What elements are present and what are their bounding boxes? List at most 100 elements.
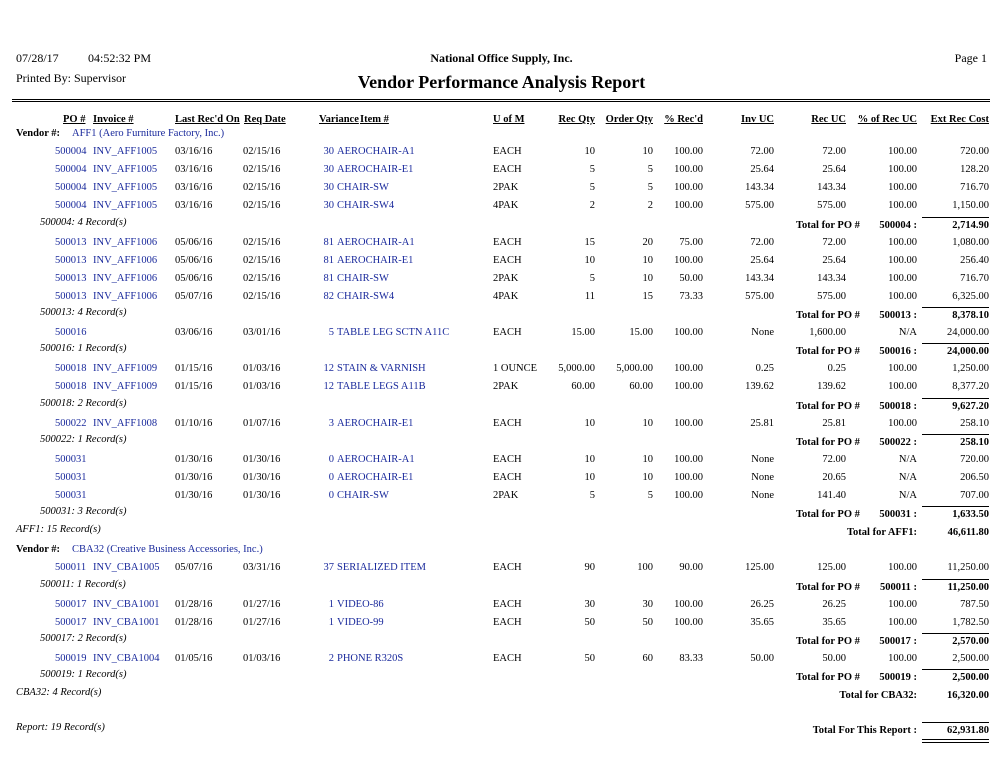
cell: 100.00 bbox=[674, 598, 703, 610]
cell: 100.00 bbox=[888, 272, 917, 284]
cell: 500019 bbox=[55, 652, 87, 664]
cell: 8,377.20 bbox=[952, 381, 989, 393]
cell: 4PAK bbox=[493, 290, 519, 302]
cell: 5 bbox=[589, 182, 595, 194]
cell: 72.00 bbox=[822, 453, 846, 465]
column-header: Last Rec'd On bbox=[175, 114, 240, 125]
cell: 72.00 bbox=[822, 146, 846, 158]
cell: 01/27/16 bbox=[243, 598, 281, 610]
cell: 100.00 bbox=[674, 200, 703, 212]
cell: INV_CBA1001 bbox=[93, 598, 160, 610]
cell: 30 bbox=[323, 182, 335, 194]
po-total-po: 500011 : bbox=[879, 581, 917, 593]
cell: 100.00 bbox=[674, 146, 703, 158]
cell: 25.64 bbox=[750, 254, 774, 266]
cell: EACH bbox=[493, 598, 522, 610]
cell: 1,250.00 bbox=[952, 363, 989, 375]
po-total-label: Total for PO # bbox=[796, 672, 860, 683]
cell: 50.00 bbox=[750, 652, 774, 664]
vendor-label: Vendor #: bbox=[16, 544, 61, 556]
po-total-po: 500017 : bbox=[879, 635, 917, 647]
po-total: 2,570.00 bbox=[952, 635, 989, 647]
cell: 01/10/16 bbox=[175, 417, 213, 429]
cell: 01/03/16 bbox=[243, 381, 281, 393]
cell: 73.33 bbox=[679, 290, 703, 302]
cell: 50 bbox=[584, 616, 596, 628]
column-header: PO # bbox=[63, 114, 86, 125]
total-rule bbox=[922, 397, 989, 399]
cell: 60.00 bbox=[629, 381, 653, 393]
cell: 03/16/16 bbox=[175, 164, 213, 176]
vendor-total-label: Total for AFF1: bbox=[847, 527, 917, 539]
po-record-count: 500016: 1 Record(s) bbox=[40, 343, 127, 355]
cell: 60.00 bbox=[571, 381, 595, 393]
cell: 01/15/16 bbox=[175, 363, 213, 375]
cell: EACH bbox=[493, 327, 522, 339]
cell: 143.34 bbox=[817, 272, 846, 284]
cell: 02/15/16 bbox=[243, 146, 281, 158]
cell: INV_CBA1001 bbox=[93, 616, 160, 628]
cell: 24,000.00 bbox=[947, 327, 989, 339]
cell: 100.00 bbox=[888, 254, 917, 266]
cell: 83.33 bbox=[679, 652, 703, 664]
cell: 500011 bbox=[55, 562, 87, 574]
cell: 10 bbox=[584, 471, 596, 483]
po-total-po: 500004 : bbox=[879, 219, 917, 231]
cell: CHAIR-SW4 bbox=[337, 200, 395, 212]
cell: 10 bbox=[642, 254, 654, 266]
cell: 10 bbox=[584, 453, 596, 465]
cell: STAIN & VARNISH bbox=[337, 363, 426, 375]
po-total-po: 500019 : bbox=[879, 672, 917, 683]
cell: 02/15/16 bbox=[243, 200, 281, 212]
cell: 1 bbox=[328, 598, 334, 610]
cell: 50 bbox=[642, 616, 654, 628]
cell: 1 OUNCE bbox=[493, 363, 538, 375]
total-rule bbox=[922, 669, 989, 670]
column-header: % of Rec UC bbox=[857, 114, 917, 125]
cell: 05/06/16 bbox=[175, 254, 213, 266]
cell: 50.00 bbox=[679, 272, 703, 284]
cell: 50.00 bbox=[822, 652, 846, 664]
cell: 01/30/16 bbox=[175, 471, 213, 483]
cell: VIDEO-99 bbox=[337, 616, 384, 628]
cell: 100.00 bbox=[888, 562, 917, 574]
cell: 1 bbox=[328, 616, 334, 628]
print-date: 07/28/17 bbox=[16, 51, 59, 65]
cell: 01/05/16 bbox=[175, 652, 213, 664]
cell: AEROCHAIR-A1 bbox=[337, 236, 415, 248]
cell: 30 bbox=[642, 598, 654, 610]
cell: 143.34 bbox=[745, 182, 774, 194]
cell: 15.00 bbox=[629, 327, 653, 339]
cell: CHAIR-SW4 bbox=[337, 290, 395, 302]
cell: INV_CBA1005 bbox=[93, 562, 160, 574]
cell: INV_AFF1005 bbox=[93, 200, 158, 212]
cell: 100.00 bbox=[888, 164, 917, 176]
cell: 60 bbox=[642, 652, 654, 664]
cell: CHAIR-SW bbox=[337, 182, 389, 194]
cell: None bbox=[751, 471, 774, 483]
cell: INV_AFF1005 bbox=[93, 164, 158, 176]
cell: 15.00 bbox=[571, 327, 595, 339]
cell: CHAIR-SW bbox=[337, 490, 389, 501]
cell: 100 bbox=[637, 562, 653, 574]
cell: 02/15/16 bbox=[243, 182, 281, 194]
cell: 500018 bbox=[55, 363, 87, 375]
po-total-po: 500031 : bbox=[879, 509, 917, 521]
cell: 2PAK bbox=[493, 490, 519, 501]
cell: 2 bbox=[647, 200, 653, 212]
cell: 26.25 bbox=[750, 598, 774, 610]
cell: 10 bbox=[584, 417, 596, 429]
cell: 500031 bbox=[55, 471, 87, 483]
po-total-label: Total for PO # bbox=[796, 436, 860, 448]
cell: 5 bbox=[647, 182, 653, 194]
vendor-record-count: CBA32: 4 Record(s) bbox=[16, 687, 102, 699]
column-header: U of M bbox=[493, 114, 525, 125]
cell: 716.70 bbox=[960, 272, 989, 284]
vendor-name: AFF1 (Aero Furniture Factory, Inc.) bbox=[72, 128, 225, 139]
cell: 720.00 bbox=[960, 146, 989, 158]
cell: 72.00 bbox=[822, 236, 846, 248]
cell: 787.50 bbox=[960, 598, 989, 610]
cell: 03/01/16 bbox=[243, 327, 281, 339]
cell: N/A bbox=[898, 327, 917, 339]
cell: 20 bbox=[642, 236, 654, 248]
